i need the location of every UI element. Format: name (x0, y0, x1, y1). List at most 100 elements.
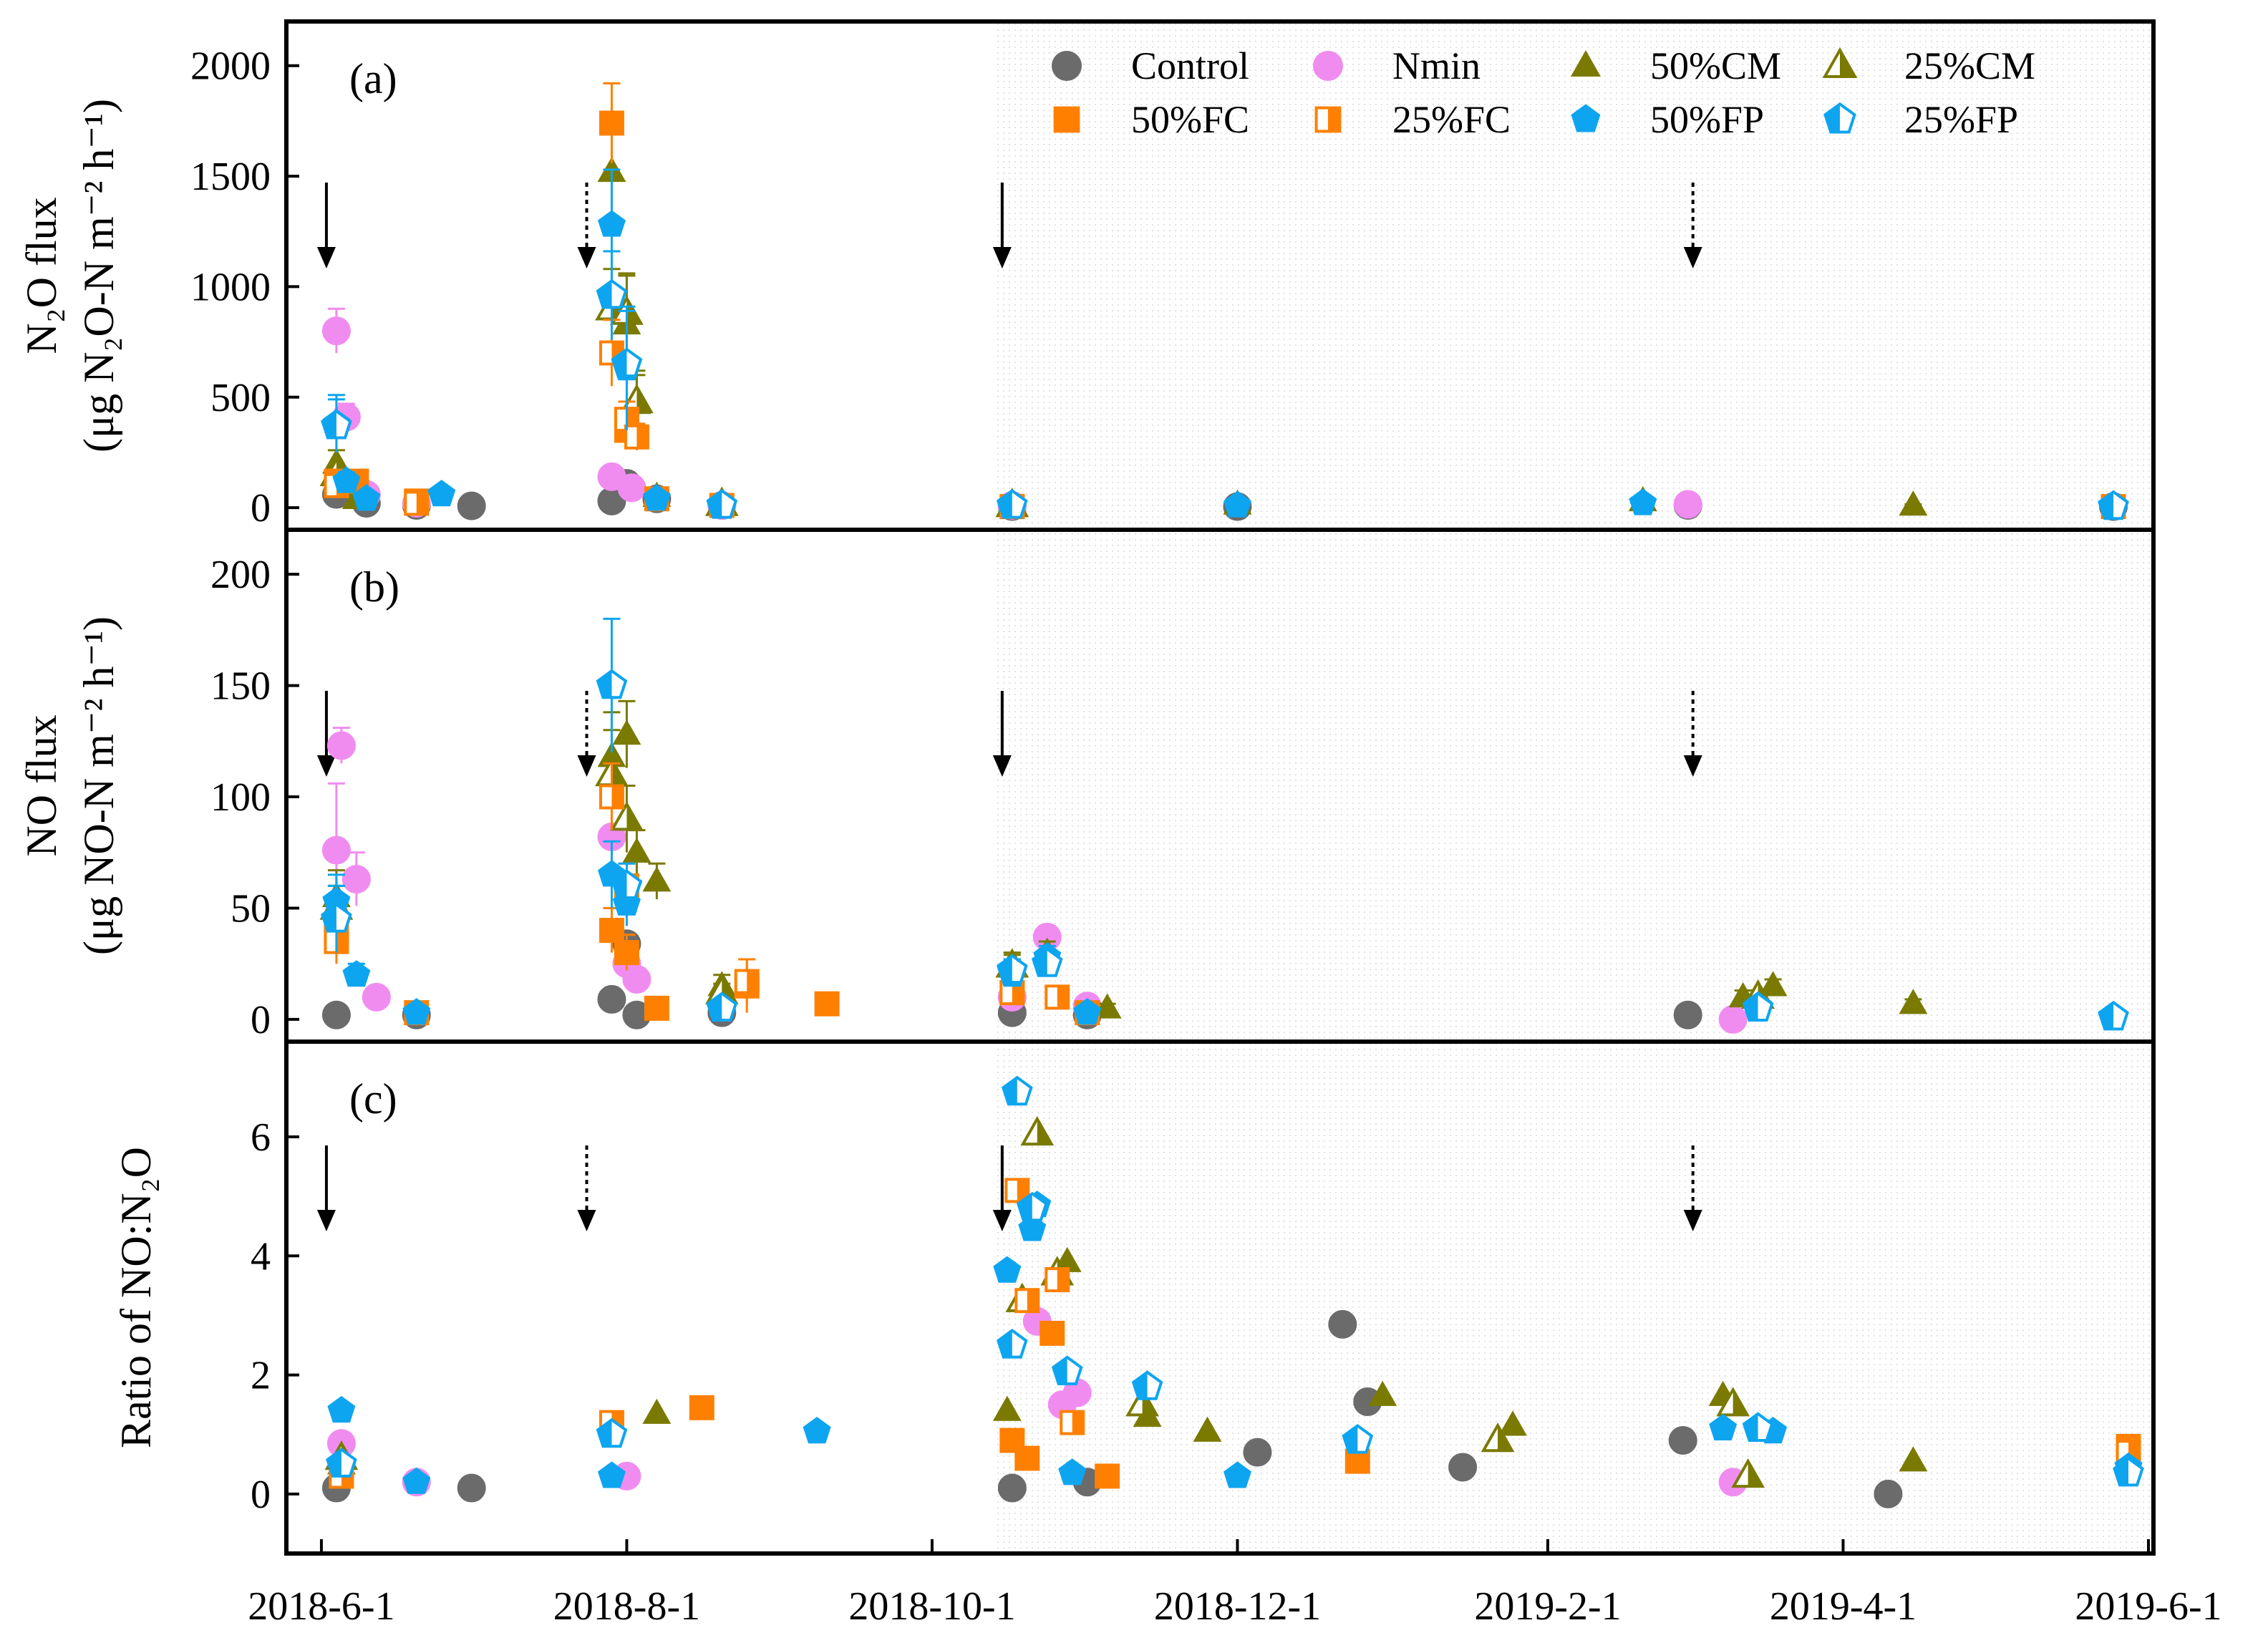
data-point-50pctcm (1899, 1446, 1928, 1472)
data-point-control (457, 491, 486, 520)
data-point-control (1328, 1309, 1357, 1339)
data-point-25pctfc (734, 969, 760, 994)
data-point-25pctfp (1016, 1191, 1048, 1222)
data-point-50pctfc (689, 1395, 714, 1420)
data-point-nmin (617, 473, 646, 503)
data-point-25pctcm (1125, 1387, 1160, 1417)
data-point-50pctcm (642, 1398, 672, 1424)
data-point-25pctfc (1014, 1288, 1040, 1314)
data-point-control (1243, 1438, 1272, 1467)
data-point-50pctfp (402, 998, 431, 1025)
legend-label-50pctfc: 50%FC (1131, 98, 1249, 141)
data-point-25pctfp (611, 869, 643, 899)
data-point-25pctfp (596, 1417, 628, 1448)
data-point-control (457, 1473, 486, 1503)
data-point-50pctfp (598, 1461, 626, 1488)
y-axis-title-2: Ratio of NO:N₂O (112, 1147, 160, 1448)
event-arrow-head-2-2 (992, 1210, 1012, 1231)
y-axis-title-1: NO flux (18, 714, 65, 856)
data-point-50pctfp (1223, 490, 1251, 518)
data-point-control (1448, 1453, 1478, 1482)
y-tick-label-2-3: 6 (251, 1115, 271, 1160)
legend-marker-50pctfp (1571, 104, 1601, 132)
data-point-50pctcm (1899, 490, 1928, 516)
event-arrow-head-1-2 (992, 755, 1012, 777)
legend-label-25pctfc: 25%FC (1392, 98, 1511, 141)
legend-label-50pctcm: 50%CM (1650, 44, 1781, 87)
data-point-nmin (1673, 490, 1702, 519)
data-point-25pctfp (1031, 947, 1063, 977)
data-point-25pctfp (996, 1329, 1028, 1359)
data-point-50pctfc (1095, 1463, 1120, 1489)
data-point-50pctfc (644, 995, 669, 1021)
event-arrow-head-0-0 (316, 247, 336, 268)
event-arrow-head-1-3 (1683, 755, 1702, 777)
event-arrow-head-2-1 (577, 1210, 596, 1231)
data-point-25pctfp (996, 954, 1028, 984)
y-tick-label-1-4: 200 (210, 553, 271, 597)
data-point-nmin (362, 982, 391, 1012)
x-tick-label-3: 2018-12-1 (1154, 1584, 1321, 1629)
data-point-50pctcm (612, 719, 641, 745)
x-tick-label-5: 2019-4-1 (1770, 1584, 1916, 1629)
legend-marker-nmin (1313, 51, 1343, 81)
data-point-25pctcm (1716, 1387, 1750, 1417)
panel-label-0: (a) (349, 55, 397, 102)
data-point-25pctfc (624, 424, 649, 450)
data-point-25pctfc (404, 490, 430, 516)
data-point-50pctfp (993, 1256, 1022, 1283)
legend-marker-25pctfc (1314, 106, 1342, 133)
data-point-50pctfc (598, 110, 624, 136)
data-point-25pctfp (706, 992, 738, 1022)
x-tick-label-6: 2019-6-1 (2075, 1584, 2221, 1629)
x-tick-label-2: 2018-10-1 (848, 1584, 1015, 1629)
panel-frame-2 (284, 1039, 2156, 1556)
data-point-50pctcm (1092, 993, 1122, 1019)
data-point-50pctcm (992, 1395, 1022, 1421)
data-point-50pctfc (598, 918, 624, 944)
y-tick-label-1-2: 100 (210, 775, 271, 820)
data-point-nmin (321, 835, 351, 865)
data-point-25pctfp (596, 278, 628, 309)
data-point-50pctcm (1193, 1416, 1222, 1442)
data-point-control (321, 1000, 351, 1029)
data-point-50pctcm (642, 866, 672, 892)
y-tick-label-1-0: 0 (251, 998, 271, 1042)
data-point-25pctfp (2098, 1000, 2129, 1031)
data-point-25pctfp (321, 409, 352, 440)
data-point-25pctfp (1001, 1075, 1033, 1106)
data-point-50pctfp (352, 484, 381, 511)
event-arrow-head-0-1 (577, 247, 596, 268)
data-point-50pctfp (642, 484, 671, 511)
data-point-nmin (1718, 1004, 1748, 1034)
data-point-control (1673, 1000, 1702, 1029)
y-axis-unit-0: (μg N₂O-N m⁻² h⁻¹) (75, 99, 122, 452)
data-point-25pctfp (2098, 490, 2129, 520)
data-point-25pctfc (1060, 1410, 1085, 1435)
data-point-50pctfc (1014, 1445, 1040, 1471)
data-point-25pctfp (706, 489, 738, 519)
legend-label-50pctfp: 50%FP (1650, 98, 1764, 141)
data-point-25pctfp (1742, 992, 1774, 1022)
data-point-50pctfp (1073, 998, 1102, 1025)
data-point-control (597, 984, 626, 1014)
y-tick-label-2-2: 4 (251, 1234, 271, 1279)
data-point-50pctcm (1899, 989, 1928, 1014)
data-point-25pctfp (596, 669, 628, 699)
y-tick-label-2-1: 2 (251, 1354, 271, 1398)
shaded-season-layer (997, 21, 2153, 1554)
data-point-50pctfp (1223, 1461, 1251, 1488)
panel-label-1: (b) (349, 563, 399, 611)
data-point-25pctfp (2113, 1456, 2144, 1487)
winter-season-shading (997, 21, 2153, 1554)
data-point-nmin (326, 731, 356, 760)
event-arrow-head-0-3 (1683, 247, 1702, 268)
data-point-25pctfc (1045, 1267, 1070, 1293)
data-point-25pctfp (996, 489, 1028, 519)
y-tick-label-0-1: 500 (210, 376, 271, 420)
data-point-50pctcm (1368, 1380, 1397, 1406)
y-axis-unit-1: (μg NO-N m⁻² h⁻¹) (75, 616, 122, 955)
y-axis-title-0: N₂O flux (18, 197, 65, 354)
